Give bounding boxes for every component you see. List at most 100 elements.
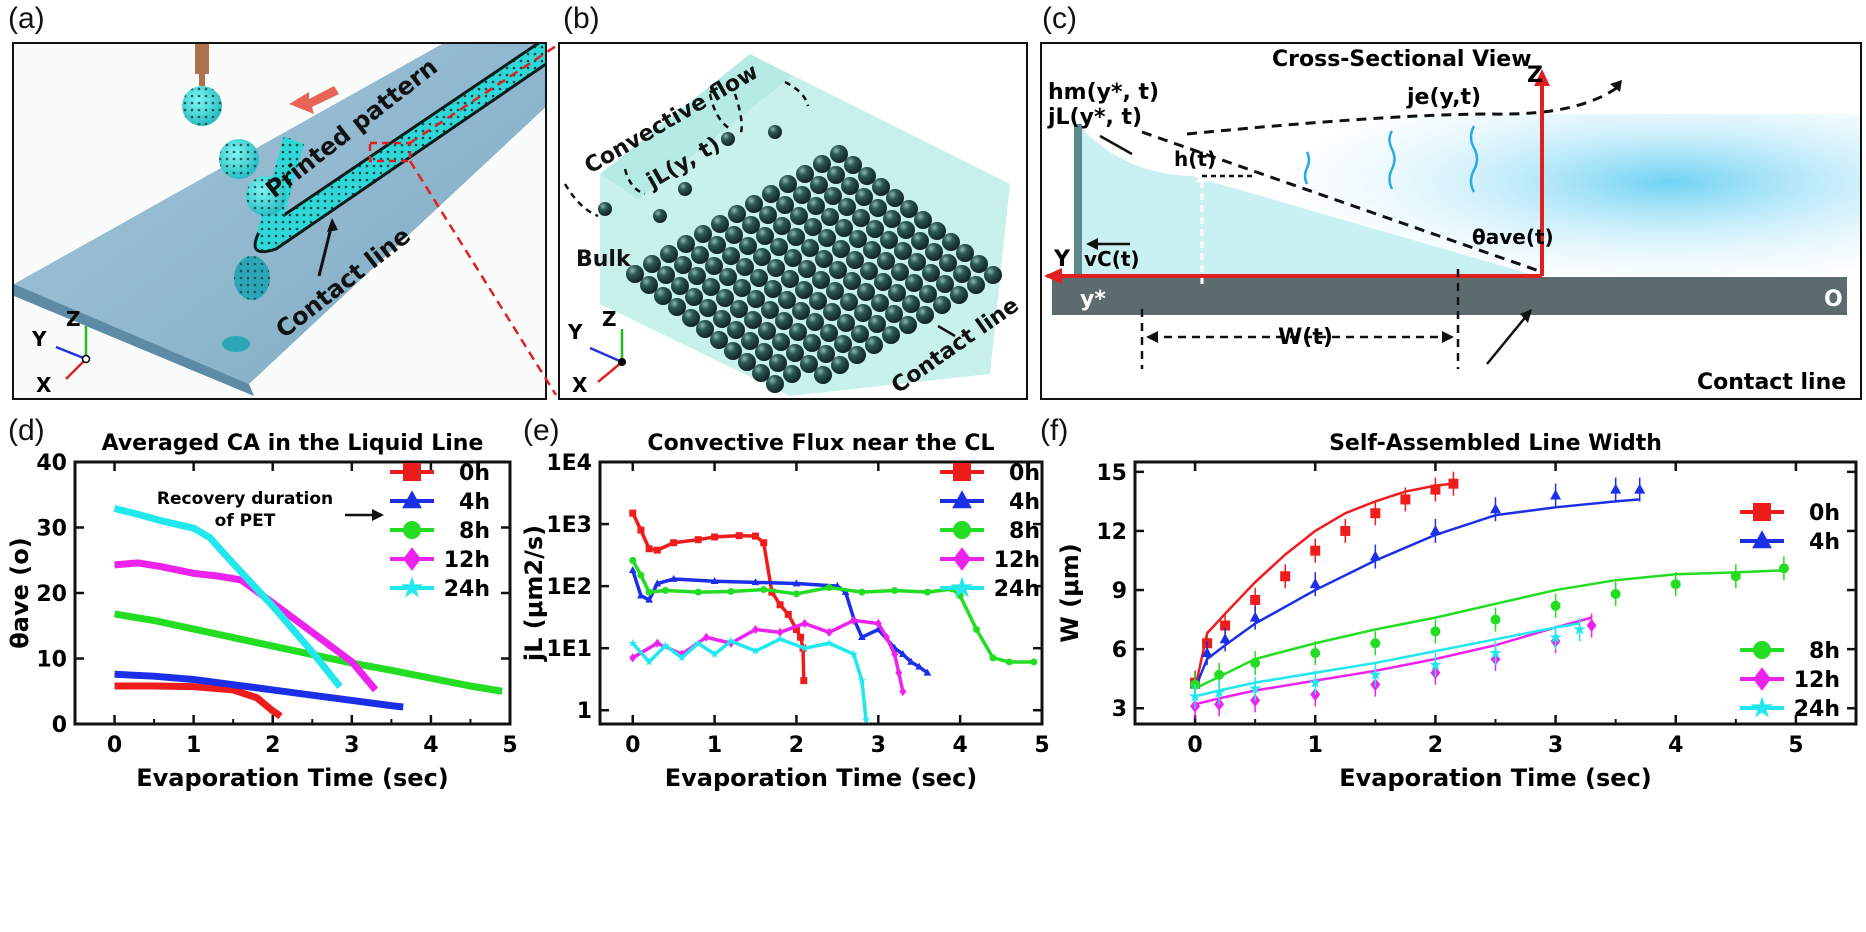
particle [936, 275, 954, 293]
data-point [1429, 658, 1442, 671]
data-point [1005, 658, 1013, 666]
data-point [1188, 689, 1202, 702]
legend-label: 8h [1009, 519, 1040, 544]
data-point [857, 676, 867, 685]
legend-label: 12h [994, 548, 1040, 573]
data-point [973, 625, 981, 633]
particle [851, 325, 869, 343]
data-point [694, 536, 702, 544]
data-point [661, 586, 669, 594]
particle [789, 323, 807, 341]
particle [756, 227, 774, 245]
x-tick-label: 0 [625, 733, 640, 758]
data-point [1550, 600, 1561, 611]
chart-e-convective-flux: Convective Flux near the CL 0 1 2 3 4 5 1 1E1 1E2… [520, 431, 1050, 792]
particle [772, 333, 790, 351]
series-line [114, 559, 379, 693]
particle [685, 288, 703, 306]
particle [984, 266, 1002, 284]
data-point [800, 643, 809, 652]
origin-label: O [1824, 287, 1843, 312]
y-tick-label: 1E1 [546, 637, 592, 662]
wt-label: W(t) [1278, 325, 1333, 350]
particle [967, 276, 985, 294]
data-point [1490, 503, 1501, 514]
particle [721, 132, 735, 146]
data-point [1634, 483, 1646, 494]
data-point [1309, 676, 1322, 688]
particle [728, 205, 746, 223]
hm-label: hm(y*, t) [1048, 80, 1159, 105]
particle [792, 302, 810, 320]
data-point [1214, 669, 1225, 680]
data-point [710, 649, 719, 658]
legend-label: 12h [444, 548, 490, 573]
particle [840, 293, 858, 311]
data-point [637, 526, 645, 534]
data-point [792, 625, 800, 633]
data-point [891, 586, 899, 594]
particle [640, 276, 658, 294]
legend-label: 12h [1794, 668, 1840, 693]
particle [843, 272, 861, 290]
data-point [858, 633, 866, 641]
particle [783, 365, 801, 383]
particle [956, 244, 974, 262]
data-point [899, 687, 907, 697]
particle [922, 264, 940, 282]
series-0h [114, 682, 283, 720]
data-point [776, 601, 784, 609]
data-point [669, 574, 678, 582]
data-point [653, 579, 662, 587]
data-point [907, 657, 915, 665]
data-point [1670, 579, 1681, 590]
legend-label: 8h [459, 519, 490, 544]
legend-entry-4h: 4h [390, 490, 490, 515]
data-point [792, 590, 800, 598]
particle [801, 239, 819, 257]
particle [753, 248, 771, 266]
chart-d-contact-angle: Averaged CA in the Liquid Line 0 1 2 3 4 5 0 10 2… [6, 431, 518, 792]
data-point [726, 636, 736, 645]
legend-entry-4h: 4h [940, 490, 1040, 515]
x-tick-label: 3 [344, 733, 359, 758]
panel-label-c: (c) [1042, 2, 1077, 35]
particle [682, 309, 700, 327]
particle [733, 279, 751, 297]
annotation-line-1: Recovery duration [157, 489, 333, 509]
particle [899, 316, 917, 334]
data-point [727, 587, 735, 595]
ht-label: h(t) [1174, 147, 1216, 171]
particle [742, 216, 760, 234]
particle [877, 252, 895, 270]
x-tick-label: 5 [1788, 733, 1803, 758]
data-point [628, 566, 637, 574]
particle [674, 256, 692, 274]
data-point [1369, 550, 1381, 561]
panel-label-e: (e) [523, 414, 560, 447]
data-point [1280, 571, 1291, 582]
data-point [775, 634, 785, 643]
particle [933, 296, 951, 314]
particle [768, 125, 782, 139]
series-12h [629, 615, 907, 697]
data-point [710, 577, 719, 585]
data-point [891, 649, 899, 659]
data-point [637, 591, 645, 599]
legend-label: 24h [1794, 697, 1840, 722]
particle [902, 295, 920, 313]
particle [745, 195, 763, 213]
particle [736, 258, 754, 276]
legend-label: 0h [1009, 461, 1040, 486]
particle [776, 196, 794, 214]
series-line [114, 682, 283, 720]
legend-entry-8h: 8h [1740, 639, 1840, 664]
particle [626, 265, 644, 283]
particle [820, 324, 838, 342]
series-line [631, 512, 806, 681]
x-tick-label: 3 [871, 733, 886, 758]
particle [738, 353, 756, 371]
particle [905, 274, 923, 292]
particle [837, 314, 855, 332]
particle [860, 262, 878, 280]
